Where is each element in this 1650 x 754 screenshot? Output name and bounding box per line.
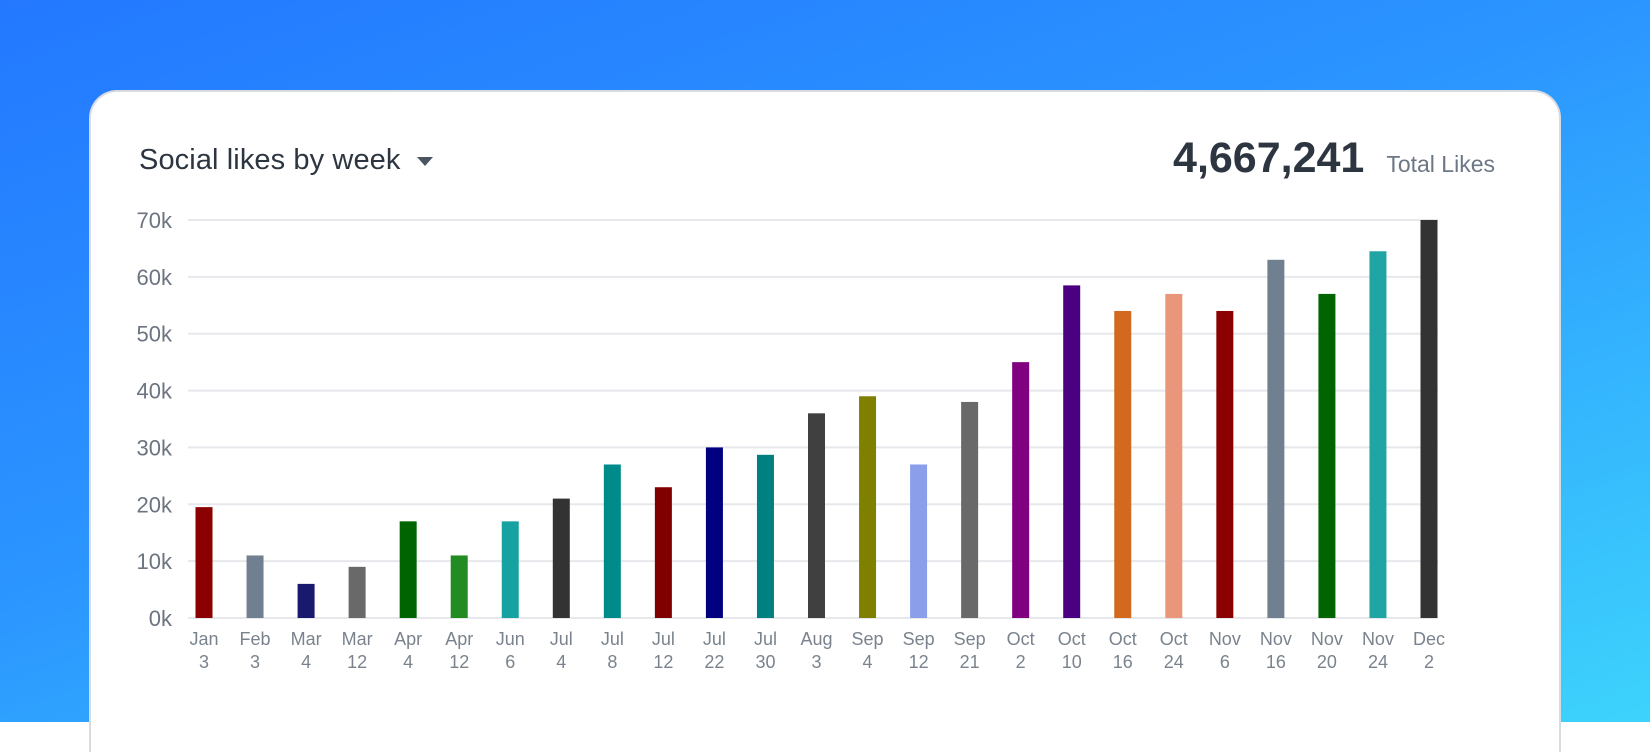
x-tick-label: Nov 24 [1362,629,1394,672]
bar[interactable] [1267,259,1285,618]
x-tick-label: Oct 10 [1058,629,1086,672]
chart-title-dropdown[interactable]: Social likes by week [139,144,433,177]
y-tick-label: 50k [137,322,173,347]
x-tick-label: Jul 30 [754,629,777,672]
bar[interactable] [705,447,723,618]
chevron-down-icon[interactable] [416,157,433,166]
x-tick-label: Apr 12 [445,629,473,672]
x-tick-label: Jun 6 [496,629,525,672]
x-tick-label: Mar 4 [291,629,322,672]
y-tick-label: 20k [137,492,173,517]
x-tick-label: Feb 3 [240,629,271,672]
chart-card: Social likes by week 4,667,241 Total Lik… [89,90,1561,752]
bar[interactable] [450,555,468,618]
bar[interactable] [297,583,315,618]
x-tick-label: Aug 3 [800,629,832,672]
bar[interactable] [910,464,928,618]
chart-title: Social likes by week [139,144,401,176]
x-tick-label: Oct 24 [1160,629,1188,672]
x-tick-label: Apr 4 [394,629,422,672]
x-tick-label: Jul 22 [703,629,726,672]
bar[interactable] [1216,310,1234,618]
y-tick-label: 60k [137,265,173,290]
bar[interactable] [1114,310,1132,618]
total-summary: 4,667,241 Total Likes [1173,134,1495,183]
bar[interactable] [399,521,417,618]
total-likes-value: 4,667,241 [1173,134,1365,182]
x-tick-label: Nov 20 [1311,629,1343,672]
bar[interactable] [1369,251,1387,618]
x-tick-label: Dec 2 [1413,629,1445,672]
bar[interactable] [1318,293,1336,618]
bar[interactable] [1012,362,1030,618]
x-tick-label: Jul 8 [601,629,624,672]
bar[interactable] [195,507,213,618]
y-tick-label: 0k [149,606,173,631]
bar[interactable] [552,498,570,618]
x-tick-label: Sep 4 [852,629,884,672]
bar[interactable] [756,454,774,618]
bar[interactable] [961,401,979,618]
x-tick-label: Jul 12 [652,629,675,672]
total-likes-label: Total Likes [1386,151,1495,177]
bar[interactable] [246,555,264,618]
x-tick-label: Oct 2 [1007,629,1035,672]
x-tick-label: Sep 21 [954,629,986,672]
y-tick-label: 40k [137,379,173,404]
bar[interactable] [1165,293,1183,618]
bar[interactable] [808,413,825,618]
x-tick-label: Jan 3 [189,629,218,672]
bar[interactable] [654,487,672,618]
bar-chart: 0k 10k 20k 30k 40k 50k 60k 70k Jan 3 Feb 3 Mar 4 Mar 12… [137,208,1445,672]
x-tick-label: Nov 6 [1209,629,1241,672]
y-tick-label: 70k [137,208,173,233]
bar[interactable] [501,521,519,618]
bar[interactable] [348,566,366,618]
bar[interactable] [1420,220,1438,618]
y-tick-label: 30k [137,435,173,460]
x-tick-label: Oct 16 [1109,629,1137,672]
x-tick-label: Nov 16 [1260,629,1292,672]
bar[interactable] [1063,285,1081,618]
y-tick-label: 10k [137,549,173,574]
x-tick-label: Jul 4 [550,629,573,672]
bar[interactable] [603,464,621,618]
bar[interactable] [859,396,877,618]
x-tick-label: Mar 12 [342,629,373,672]
x-tick-label: Sep 12 [903,629,935,672]
